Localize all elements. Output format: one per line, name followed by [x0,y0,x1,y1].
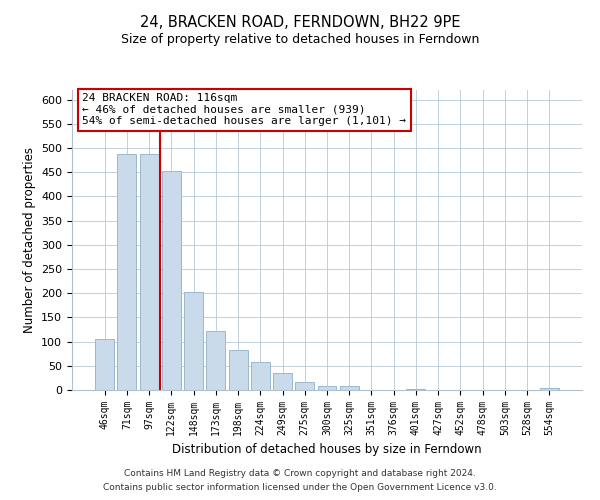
Y-axis label: Number of detached properties: Number of detached properties [23,147,35,333]
Text: Contains HM Land Registry data © Crown copyright and database right 2024.: Contains HM Land Registry data © Crown c… [124,468,476,477]
Bar [184,292,203,390]
Text: 24, BRACKEN ROAD, FERNDOWN, BH22 9PE: 24, BRACKEN ROAD, FERNDOWN, BH22 9PE [140,15,460,30]
Bar [340,386,359,390]
Bar [273,373,292,390]
Bar [140,154,158,390]
X-axis label: Distribution of detached houses by size in Ferndown: Distribution of detached houses by size … [172,444,482,456]
Bar [118,154,136,390]
Text: Size of property relative to detached houses in Ferndown: Size of property relative to detached ho… [121,32,479,46]
Text: 24 BRACKEN ROAD: 116sqm
← 46% of detached houses are smaller (939)
54% of semi-d: 24 BRACKEN ROAD: 116sqm ← 46% of detache… [82,93,406,126]
Bar [540,388,559,390]
Bar [317,386,337,390]
Bar [229,350,248,390]
Bar [206,331,225,390]
Bar [162,172,181,390]
Bar [295,382,314,390]
Bar [251,362,270,390]
Bar [95,339,114,390]
Text: Contains public sector information licensed under the Open Government Licence v3: Contains public sector information licen… [103,484,497,492]
Bar [406,388,425,390]
